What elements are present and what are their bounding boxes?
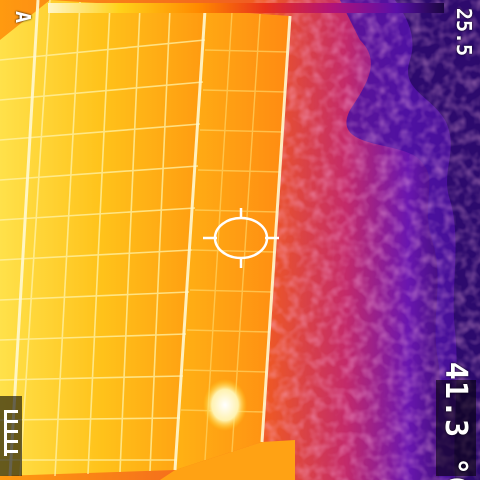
scale-max-label: 25.5 — [450, 7, 478, 57]
crosshair-icon — [203, 208, 279, 268]
battery-icon — [0, 396, 22, 476]
scale-max-value: 25.5 — [452, 7, 477, 57]
spot-temperature-value: 41.3 °C — [438, 361, 474, 480]
temperature-scale — [48, 0, 444, 16]
color-scale-bar — [48, 3, 444, 13]
top-left-label: A — [11, 10, 35, 24]
spot-temperature-readout: 41.3 °C — [436, 361, 476, 480]
